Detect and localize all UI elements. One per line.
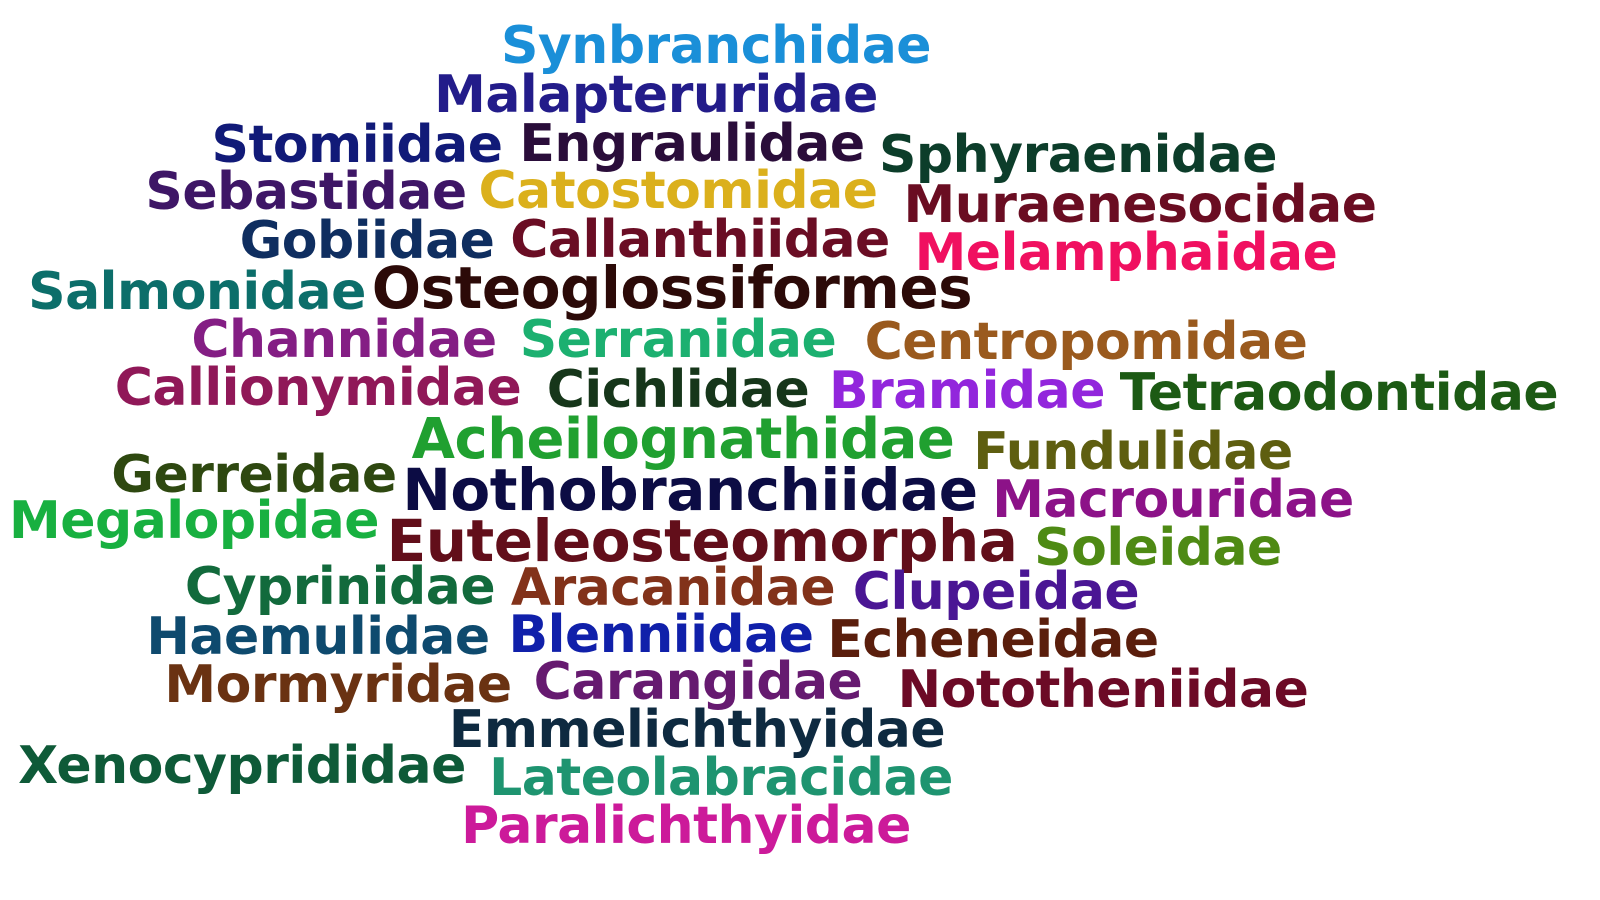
- cloud-word: Gobiidae: [239, 211, 495, 271]
- cloud-word: Engraulidae: [519, 114, 865, 174]
- cloud-word: Serranidae: [519, 310, 837, 370]
- cloud-word: Stomiidae: [211, 115, 503, 175]
- cloud-word: Melamphaidae: [914, 223, 1338, 283]
- cloud-word: Sphyraenidae: [878, 125, 1278, 185]
- cloud-word: Paralichthyidae: [461, 796, 911, 856]
- cloud-word: Mormyridae: [164, 655, 512, 715]
- cloud-word: Sebastidae: [145, 162, 467, 222]
- cloud-word: Macrouridae: [992, 470, 1354, 530]
- cloud-word: Blenniidae: [508, 605, 815, 665]
- cloud-word: Channidae: [191, 310, 497, 370]
- cloud-word: Callionymidae: [114, 358, 522, 418]
- cloud-word: Malapteruridae: [434, 65, 878, 125]
- cloud-word: Synbranchidae: [500, 16, 932, 76]
- cloud-word: Catostomidae: [478, 161, 878, 221]
- cloud-word: Tetraodontidae: [1119, 363, 1559, 423]
- cloud-word: Muraenesocidae: [903, 175, 1377, 235]
- cloud-word: Cichlidae: [546, 360, 810, 420]
- cloud-word: Fundulidae: [973, 422, 1293, 482]
- cloud-word: Xenocyprididae: [18, 736, 466, 796]
- cloud-word: Haemulidae: [146, 607, 490, 667]
- cloud-word: Bramidae: [829, 361, 1105, 421]
- cloud-word: Cyprinidae: [184, 557, 496, 617]
- cloud-word: Salmonidae: [28, 262, 366, 322]
- cloud-word: Carangidae: [533, 652, 863, 712]
- cloud-word: Callanthiidae: [510, 210, 890, 270]
- cloud-word: Euteleosteomorpha: [386, 507, 1018, 575]
- cloud-word: Lateolabracidae: [489, 748, 953, 808]
- cloud-word: Osteoglossiformes: [371, 254, 973, 322]
- cloud-word: Centropomidae: [864, 312, 1308, 372]
- cloud-word: Nototheniidae: [897, 660, 1309, 720]
- cloud-word: Acheilognathidae: [411, 407, 955, 472]
- cloud-word: Nothobranchiidae: [402, 456, 978, 524]
- cloud-word: Soleidae: [1034, 518, 1282, 578]
- cloud-word: Echeneidae: [827, 610, 1159, 670]
- cloud-word: Emmelichthyidae: [448, 700, 946, 760]
- cloud-word: Clupeidae: [852, 562, 1140, 622]
- cloud-word: Aracanidae: [510, 558, 836, 618]
- cloud-word: Megalopidae: [8, 491, 380, 551]
- cloud-word: Gerreidae: [111, 445, 397, 505]
